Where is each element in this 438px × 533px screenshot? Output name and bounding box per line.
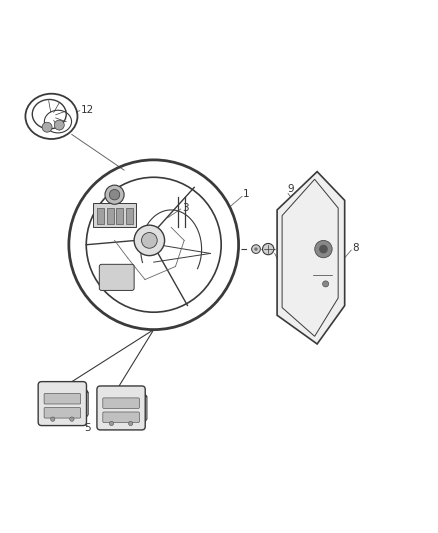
- Bar: [93, 204, 136, 228]
- FancyBboxPatch shape: [103, 398, 139, 408]
- Circle shape: [252, 245, 260, 254]
- Circle shape: [54, 120, 64, 130]
- Text: 8: 8: [352, 243, 359, 253]
- Circle shape: [128, 421, 133, 426]
- FancyBboxPatch shape: [38, 382, 86, 425]
- Text: 1: 1: [243, 189, 250, 199]
- Polygon shape: [142, 390, 147, 426]
- Polygon shape: [100, 387, 147, 397]
- Text: 3: 3: [182, 203, 189, 213]
- FancyBboxPatch shape: [103, 412, 139, 423]
- FancyBboxPatch shape: [97, 386, 145, 430]
- Circle shape: [254, 247, 258, 251]
- Circle shape: [42, 122, 52, 132]
- Circle shape: [262, 244, 274, 255]
- Polygon shape: [42, 383, 88, 392]
- Circle shape: [319, 245, 328, 254]
- Text: 12: 12: [81, 104, 94, 115]
- Bar: [107, 208, 114, 224]
- Circle shape: [110, 421, 114, 426]
- Text: 2: 2: [279, 257, 286, 267]
- Circle shape: [322, 281, 328, 287]
- Circle shape: [50, 417, 55, 421]
- Polygon shape: [277, 172, 345, 344]
- Circle shape: [110, 189, 120, 200]
- Text: 9: 9: [287, 184, 294, 194]
- Circle shape: [70, 417, 74, 421]
- Circle shape: [105, 185, 124, 204]
- FancyBboxPatch shape: [44, 393, 81, 404]
- Polygon shape: [83, 385, 88, 422]
- Text: 5: 5: [84, 423, 91, 433]
- FancyBboxPatch shape: [99, 264, 134, 290]
- Circle shape: [141, 232, 157, 248]
- Bar: [126, 208, 133, 224]
- Bar: [116, 208, 123, 224]
- FancyBboxPatch shape: [44, 408, 81, 418]
- Circle shape: [315, 240, 332, 258]
- Bar: [97, 208, 104, 224]
- Circle shape: [134, 225, 165, 256]
